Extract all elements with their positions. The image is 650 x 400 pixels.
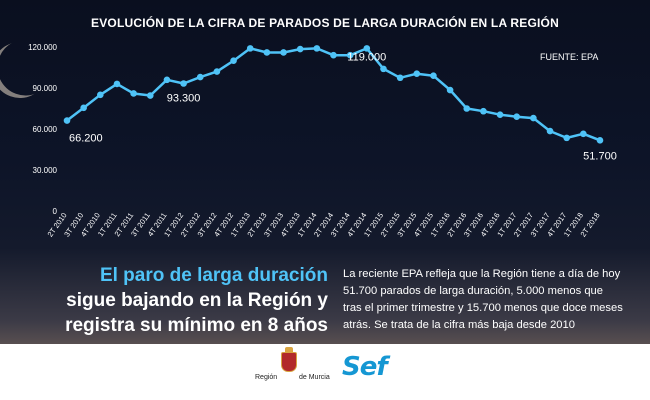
data-point xyxy=(263,49,271,56)
data-point xyxy=(196,73,204,81)
data-point xyxy=(230,57,237,64)
crest-icon xyxy=(281,347,297,372)
data-point xyxy=(596,137,604,144)
data-point xyxy=(480,107,487,115)
chart-title: EVOLUCIÓN DE LA CIFRA DE PARADOS DE LARG… xyxy=(91,16,559,30)
data-point xyxy=(330,51,337,59)
data-point xyxy=(546,127,554,135)
headline-line-3: registra su mínimo en 8 años xyxy=(65,315,328,336)
headline-line-2: sigue bajando en la Región y xyxy=(66,290,328,311)
y-tick-label: 60.000 xyxy=(33,125,58,134)
data-point xyxy=(130,90,137,97)
y-tick-label: 90.000 xyxy=(33,84,58,93)
data-point xyxy=(363,45,371,52)
data-label: 51.700 xyxy=(583,150,617,162)
data-point xyxy=(563,134,570,142)
y-tick-label: 120.000 xyxy=(28,43,57,52)
headline-line-1: El paro de larga duración xyxy=(99,265,328,286)
data-point xyxy=(80,104,87,112)
data-point xyxy=(280,49,287,56)
data-point xyxy=(63,117,71,124)
data-point xyxy=(396,74,404,82)
data-point xyxy=(213,68,221,75)
data-point xyxy=(246,45,254,52)
data-point xyxy=(580,130,587,138)
region-logo-text-b: de Murcia xyxy=(299,374,330,381)
data-point xyxy=(180,80,187,87)
data-point xyxy=(530,114,537,122)
sef-logo: Sef xyxy=(342,352,388,382)
data-point xyxy=(296,45,304,53)
description-paragraph: La reciente EPA refleja que la Región ti… xyxy=(343,268,623,331)
data-point xyxy=(463,105,471,112)
headline: El paro de larga duración sigue bajando … xyxy=(28,263,328,338)
data-point xyxy=(113,80,121,88)
data-label: 93.300 xyxy=(167,92,201,104)
data-point xyxy=(380,65,387,73)
region-logo-text-a: Región xyxy=(255,374,278,381)
y-tick-label: 30.000 xyxy=(33,166,58,175)
data-point xyxy=(430,72,437,79)
data-point xyxy=(496,111,504,118)
data-label: 66.200 xyxy=(69,133,103,145)
series-line xyxy=(66,47,601,142)
footer-bar: Región de Murcia Sef xyxy=(0,344,650,400)
data-point xyxy=(413,70,421,77)
data-point xyxy=(346,51,354,59)
data-label: 119.000 xyxy=(347,51,386,63)
data-point xyxy=(313,45,321,52)
data-point xyxy=(513,113,521,120)
data-point xyxy=(97,91,104,99)
data-point xyxy=(146,92,154,99)
data-point xyxy=(163,76,171,84)
data-point xyxy=(446,86,454,94)
y-tick-label: 0 xyxy=(53,207,58,216)
chart-source: FUENTE: EPA xyxy=(540,52,599,62)
